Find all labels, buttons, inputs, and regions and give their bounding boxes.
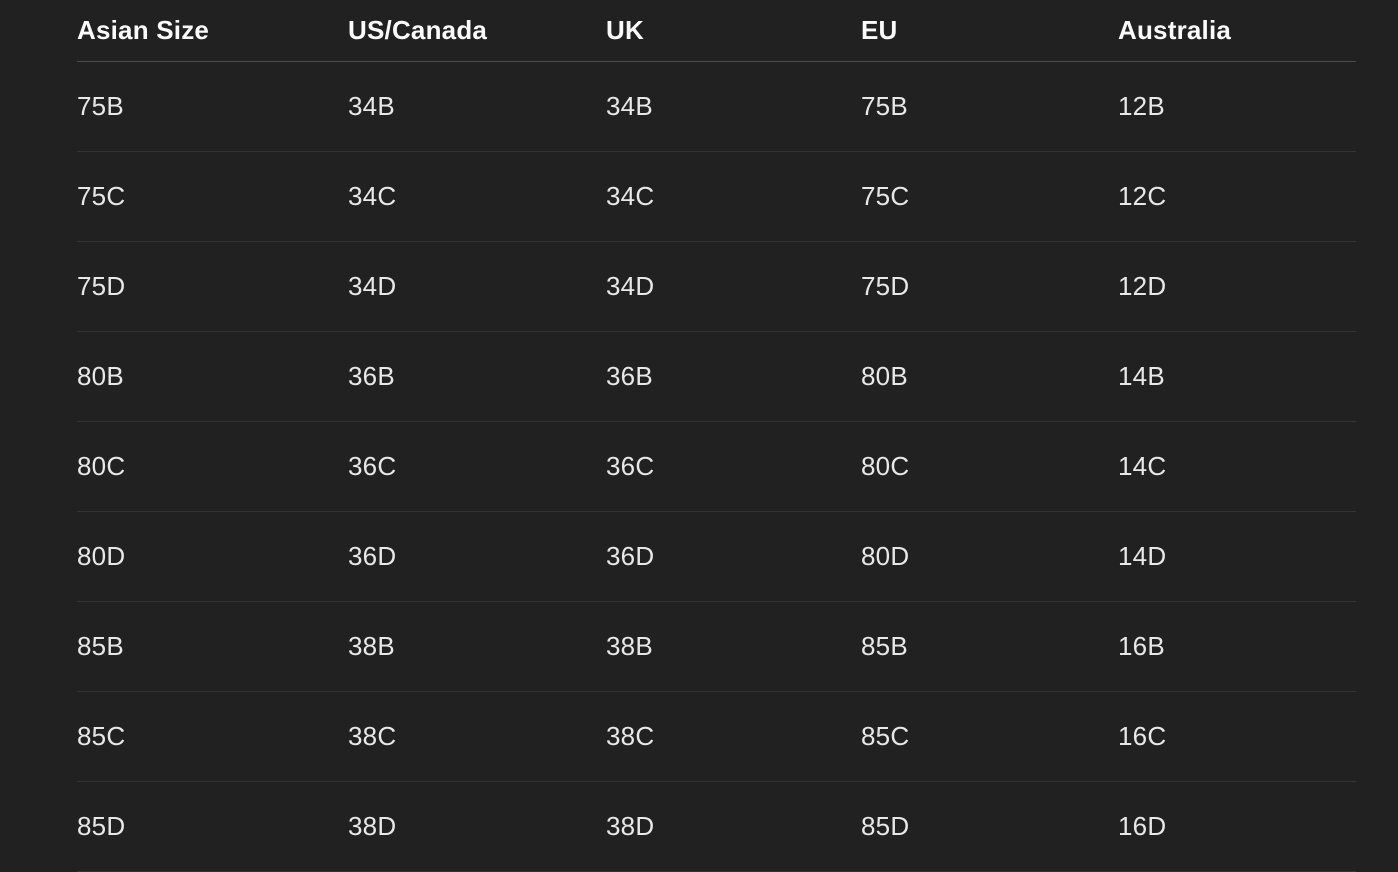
table-cell: 85C (861, 691, 1118, 782)
column-header-asian-size: Asian Size (77, 0, 348, 62)
table-cell: 38D (606, 781, 861, 872)
size-conversion-table: Asian Size US/Canada UK EU Australia 75B 34B 3… (77, 0, 1356, 872)
table-cell: 85B (77, 601, 348, 692)
table-cell: 75B (861, 61, 1118, 152)
table-row: 80C 36C 36C 80C 14C (77, 421, 1356, 512)
header-row: Asian Size US/Canada UK EU Australia (77, 0, 1356, 62)
table-cell: 36C (348, 421, 606, 512)
table-row: 85D 38D 38D 85D 16D (77, 781, 1356, 872)
column-header-us-canada: US/Canada (348, 0, 606, 62)
table-cell: 12C (1118, 151, 1356, 242)
table-cell: 16C (1118, 691, 1356, 782)
table-cell: 38B (348, 601, 606, 692)
table-row: 75C 34C 34C 75C 12C (77, 151, 1356, 242)
table-cell: 34C (348, 151, 606, 242)
table-cell: 36B (348, 331, 606, 422)
table-cell: 80B (77, 331, 348, 422)
column-header-uk: UK (606, 0, 861, 62)
table-cell: 14B (1118, 331, 1356, 422)
table-cell: 36D (606, 511, 861, 602)
table-cell: 34D (348, 241, 606, 332)
table-row: 85C 38C 38C 85C 16C (77, 691, 1356, 782)
table-row: 75D 34D 34D 75D 12D (77, 241, 1356, 332)
table-cell: 75D (77, 241, 348, 332)
table-cell: 85D (77, 781, 348, 872)
table-cell: 85D (861, 781, 1118, 872)
table-cell: 75D (861, 241, 1118, 332)
table-cell: 38C (606, 691, 861, 782)
table-cell: 85C (77, 691, 348, 782)
table-cell: 34C (606, 151, 861, 242)
table-cell: 80C (77, 421, 348, 512)
table-row: 80B 36B 36B 80B 14B (77, 331, 1356, 422)
table-cell: 34D (606, 241, 861, 332)
table-row: 85B 38B 38B 85B 16B (77, 601, 1356, 692)
table-cell: 80D (77, 511, 348, 602)
column-header-australia: Australia (1118, 0, 1356, 62)
table-cell: 16D (1118, 781, 1356, 872)
table-cell: 12B (1118, 61, 1356, 152)
table-row: 75B 34B 34B 75B 12B (77, 61, 1356, 152)
table-cell: 38C (348, 691, 606, 782)
table-cell: 38B (606, 601, 861, 692)
table-row: 80D 36D 36D 80D 14D (77, 511, 1356, 602)
table-cell: 80C (861, 421, 1118, 512)
table-cell: 36B (606, 331, 861, 422)
table-cell: 85B (861, 601, 1118, 692)
table-cell: 38D (348, 781, 606, 872)
table-cell: 75B (77, 61, 348, 152)
table-cell: 14D (1118, 511, 1356, 602)
table-cell: 80D (861, 511, 1118, 602)
table-body: 75B 34B 34B 75B 12B 75C 34C 34C 75C 12C 75D 34D 34D 7… (77, 61, 1356, 872)
table-cell: 80B (861, 331, 1118, 422)
table-cell: 75C (77, 151, 348, 242)
table-cell: 16B (1118, 601, 1356, 692)
table-cell: 14C (1118, 421, 1356, 512)
column-header-eu: EU (861, 0, 1118, 62)
table-cell: 36D (348, 511, 606, 602)
table-cell: 36C (606, 421, 861, 512)
table-cell: 12D (1118, 241, 1356, 332)
table-cell: 75C (861, 151, 1118, 242)
table-cell: 34B (606, 61, 861, 152)
table-cell: 34B (348, 61, 606, 152)
